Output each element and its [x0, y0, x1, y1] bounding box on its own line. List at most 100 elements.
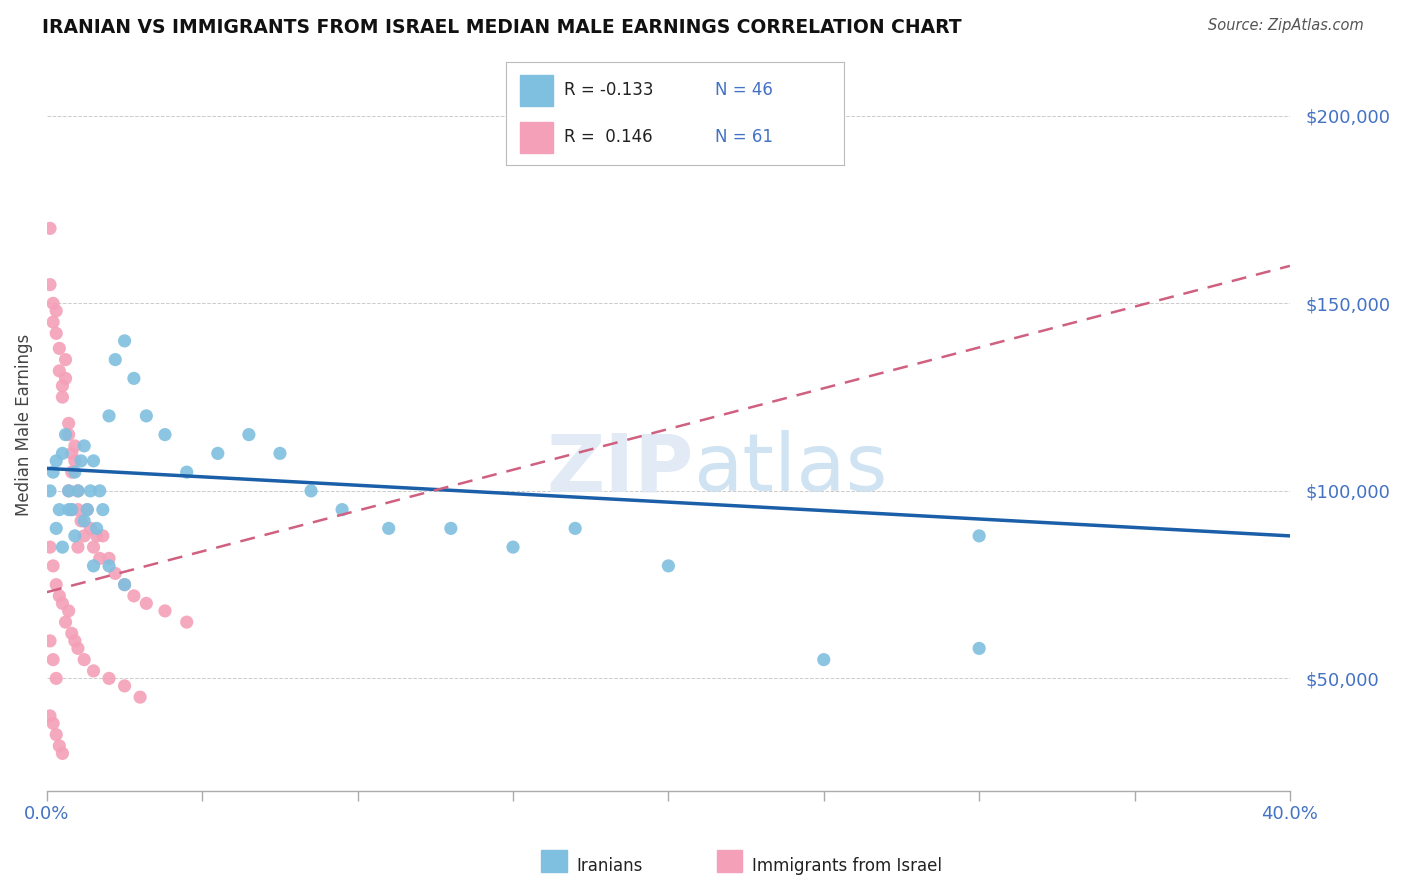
Point: [502, 540, 524, 554]
Point: [377, 521, 399, 535]
Point: [98, 409, 121, 423]
Point: [51, 379, 73, 393]
Point: [238, 427, 260, 442]
Text: ZIP: ZIP: [546, 430, 693, 508]
Point: [55, 371, 77, 385]
Point: [86, 521, 108, 535]
Point: [45, 728, 67, 742]
Point: [122, 589, 145, 603]
Point: [114, 334, 136, 348]
Text: R = -0.133: R = -0.133: [564, 81, 652, 99]
Point: [60, 502, 83, 516]
Point: [83, 540, 105, 554]
Point: [42, 296, 65, 310]
Point: [42, 716, 65, 731]
Point: [63, 465, 86, 479]
Point: [48, 502, 70, 516]
Point: [91, 529, 114, 543]
Point: [51, 540, 73, 554]
Point: [63, 633, 86, 648]
Point: [98, 672, 121, 686]
Y-axis label: Median Male Earnings: Median Male Earnings: [15, 334, 32, 516]
Point: [66, 502, 89, 516]
Point: [66, 641, 89, 656]
Point: [58, 483, 80, 498]
Point: [42, 465, 65, 479]
Point: [70, 514, 93, 528]
Point: [299, 483, 322, 498]
Point: [98, 551, 121, 566]
Point: [269, 446, 291, 460]
Point: [60, 626, 83, 640]
Point: [207, 446, 229, 460]
Point: [42, 558, 65, 573]
Point: [76, 502, 98, 516]
Point: [66, 483, 89, 498]
Point: [104, 566, 127, 581]
Point: [135, 409, 157, 423]
Point: [51, 747, 73, 761]
Point: [153, 427, 176, 442]
Point: [66, 540, 89, 554]
Point: [73, 653, 96, 667]
Bar: [520, 122, 554, 153]
Point: [967, 529, 990, 543]
Point: [60, 446, 83, 460]
Point: [176, 465, 198, 479]
Point: [39, 633, 62, 648]
Point: [657, 558, 679, 573]
Point: [564, 521, 586, 535]
Text: R =  0.146: R = 0.146: [564, 128, 652, 146]
Point: [39, 483, 62, 498]
Point: [89, 483, 111, 498]
Point: [83, 664, 105, 678]
Point: [79, 521, 101, 535]
Point: [45, 521, 67, 535]
Point: [45, 304, 67, 318]
Text: N = 46: N = 46: [716, 81, 773, 99]
Point: [114, 577, 136, 591]
Point: [39, 221, 62, 235]
Point: [55, 615, 77, 629]
Point: [45, 672, 67, 686]
Point: [63, 439, 86, 453]
Point: [89, 551, 111, 566]
Point: [79, 483, 101, 498]
Point: [176, 615, 198, 629]
Text: atlas: atlas: [693, 430, 887, 508]
Point: [45, 326, 67, 341]
Point: [66, 483, 89, 498]
Point: [55, 352, 77, 367]
Point: [63, 454, 86, 468]
Bar: [520, 75, 554, 105]
Point: [48, 364, 70, 378]
Point: [73, 514, 96, 528]
Point: [122, 371, 145, 385]
Point: [45, 454, 67, 468]
Point: [967, 641, 990, 656]
Point: [39, 277, 62, 292]
Point: [58, 604, 80, 618]
Text: Iranians: Iranians: [576, 857, 643, 875]
Point: [48, 342, 70, 356]
Point: [813, 653, 835, 667]
Text: Source: ZipAtlas.com: Source: ZipAtlas.com: [1208, 18, 1364, 33]
Point: [70, 454, 93, 468]
Point: [39, 540, 62, 554]
Point: [83, 454, 105, 468]
Point: [83, 558, 105, 573]
Point: [73, 529, 96, 543]
Point: [51, 596, 73, 610]
Point: [58, 417, 80, 431]
Point: [58, 483, 80, 498]
Point: [51, 390, 73, 404]
Text: N = 61: N = 61: [716, 128, 773, 146]
Point: [42, 315, 65, 329]
Point: [45, 577, 67, 591]
Point: [48, 739, 70, 753]
Point: [42, 653, 65, 667]
Point: [48, 589, 70, 603]
Point: [98, 558, 121, 573]
Point: [58, 502, 80, 516]
Text: Immigrants from Israel: Immigrants from Israel: [752, 857, 942, 875]
